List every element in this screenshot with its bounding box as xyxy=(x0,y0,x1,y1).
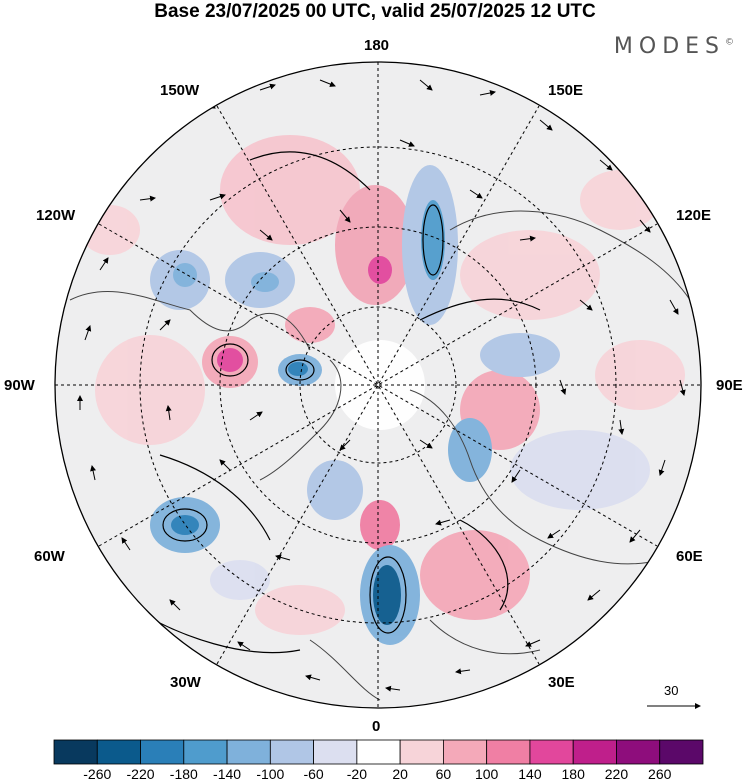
colorbar-tick-label: 180 xyxy=(561,766,585,782)
colorbar-tick-label: -220 xyxy=(126,766,155,782)
colorbar-tick-label: 260 xyxy=(648,766,672,782)
colorbar-swatch xyxy=(442,739,488,765)
colorbar-swatch xyxy=(96,739,141,765)
colorbar-swatch xyxy=(356,739,401,765)
colorbar-swatch xyxy=(183,739,228,765)
colorbar-swatch xyxy=(659,739,704,765)
colorbar-swatch xyxy=(313,739,358,765)
label-180: 180 xyxy=(364,37,390,54)
colorbar-tick-label: 100 xyxy=(474,766,499,782)
colorbar-swatch xyxy=(399,739,444,765)
colorbar-tick-label: -100 xyxy=(256,766,285,782)
colorbar-ticks: -260 -220 -180 -140 -100 -60 -20 20 60 100 140 180 2… xyxy=(0,766,750,784)
colorbar-swatch xyxy=(269,739,315,765)
modes-logo: MODES© xyxy=(614,34,734,59)
label-150e: 150E xyxy=(548,82,584,99)
label-60e: 60E xyxy=(676,548,703,565)
brand-mark: © xyxy=(725,37,734,48)
label-90e: 90E xyxy=(716,377,743,394)
colorbar-swatch xyxy=(226,739,271,765)
brand-text: MODES xyxy=(613,34,725,59)
graticule xyxy=(55,62,701,708)
colorbar-swatch xyxy=(140,739,185,765)
map-field xyxy=(55,62,701,708)
label-30w: 30W xyxy=(170,674,201,691)
label-30e: 30E xyxy=(548,674,575,691)
map-boundary xyxy=(54,61,702,709)
colorbar xyxy=(53,739,704,765)
colorbar-swatch xyxy=(486,739,531,765)
label-120w: 120W xyxy=(36,207,76,224)
colorbar-tick-label: -60 xyxy=(303,766,324,782)
label-0: 0 xyxy=(372,718,381,735)
colorbar-swatch xyxy=(616,739,661,765)
colorbar-tick-label: -260 xyxy=(83,766,112,782)
colorbar-tick-label: 220 xyxy=(604,766,629,782)
colorbar-tick-label: 140 xyxy=(518,766,542,782)
reference-vector-label: 30 xyxy=(664,683,679,698)
colorbar-tick-label: -20 xyxy=(346,766,367,782)
label-90w: 90W xyxy=(4,377,35,394)
label-120e: 120E xyxy=(676,207,712,224)
colorbar-tick-label: -180 xyxy=(169,766,198,782)
colorbar-swatch xyxy=(572,739,617,765)
colorbar-tick-label: 60 xyxy=(435,766,452,782)
colorbar-tick-label: 20 xyxy=(392,766,408,782)
colorbar-swatch xyxy=(53,739,98,765)
colorbar-tick-label: -140 xyxy=(213,766,242,782)
colorbar-swatch xyxy=(529,739,574,765)
coastlines xyxy=(69,210,691,701)
label-150w: 150W xyxy=(160,82,200,99)
label-60w: 60W xyxy=(34,548,65,565)
map-title: Base 23/07/2025 00 UTC, valid 25/07/2025… xyxy=(154,1,596,22)
